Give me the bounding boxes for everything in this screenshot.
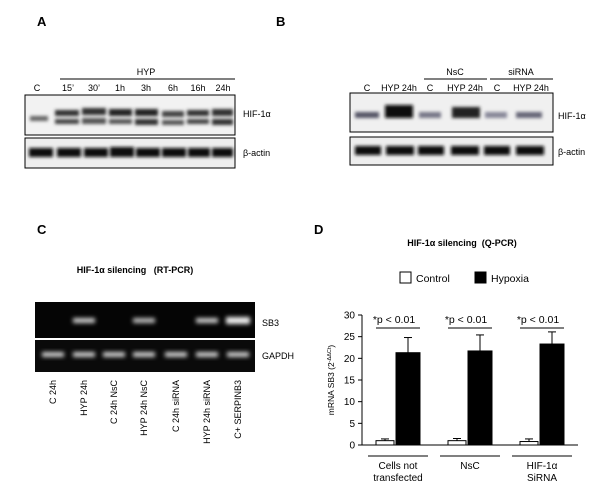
bar — [447, 440, 467, 446]
band-label: GAPDH — [262, 351, 294, 361]
lane-label: C — [34, 83, 41, 93]
bar — [375, 440, 395, 446]
lane-label: 6h — [168, 83, 178, 93]
lane-labels: C 24h HYP 24h C 24h NsC HYP 24h NsC C 24h si… — [48, 379, 243, 443]
panel-label: D — [314, 222, 323, 237]
lane-label: C 24h NsC — [109, 379, 119, 424]
legend-label: Hypoxia — [491, 273, 529, 285]
lane-label: C 24h — [48, 380, 58, 404]
bands — [29, 147, 233, 157]
lane-label: C+ SERPINB3 — [233, 380, 243, 439]
band-label: β-actin — [558, 147, 585, 157]
x-tick-label: SiRNA — [527, 473, 557, 484]
band-label: β-actin — [243, 148, 270, 158]
legend-swatch — [474, 271, 487, 284]
y-tick-label: 25 — [344, 332, 356, 343]
lane-label: C — [364, 83, 371, 93]
lane-label: HYP 24h — [381, 83, 417, 93]
x-tick-label: HIF-1α — [527, 461, 558, 472]
bar — [395, 352, 421, 446]
lane-label: 30’ — [88, 83, 100, 93]
x-tick-label: transfected — [373, 473, 422, 484]
bar — [539, 343, 565, 446]
legend-label: Control — [416, 273, 450, 285]
bands — [30, 108, 233, 125]
lane-label: C — [494, 83, 501, 93]
x-tick-label: NsC — [460, 461, 479, 472]
band-label: HIF-1α — [558, 111, 586, 121]
lane-label: C 24h siRNA — [171, 380, 181, 432]
lane-label: 16h — [190, 83, 205, 93]
panel-label: B — [276, 14, 285, 29]
bands — [355, 146, 544, 155]
lane-label: 3h — [141, 83, 151, 93]
lane-label: 1h — [115, 83, 125, 93]
lane-label: HYP 24h siRNA — [202, 380, 212, 444]
lane-label: 24h — [215, 83, 230, 93]
group-label: siRNA — [508, 67, 534, 77]
bands — [355, 105, 542, 118]
lane-label: 15’ — [62, 83, 74, 93]
y-tick-label: 5 — [349, 419, 355, 430]
x-tick-label: Cells not — [379, 461, 418, 472]
annotation: *p < 0.01 — [373, 314, 415, 326]
y-tick-label: 15 — [344, 376, 356, 387]
panel-label: C — [37, 222, 47, 237]
lane-label: C — [427, 83, 434, 93]
bar-chart: 0 5 10 15 20 25 30 Control Hypoxia Cells nottrans… — [344, 271, 578, 484]
lane-labels: C 15’ 30’ 1h 3h 6h 16h 24h — [34, 83, 231, 93]
bar — [519, 441, 539, 446]
group-label: HYP — [137, 67, 156, 77]
annotation: *p < 0.01 — [445, 314, 487, 326]
bar — [467, 350, 493, 446]
band-label: SB3 — [262, 318, 279, 328]
panel-label: A — [37, 14, 47, 29]
chart-title: HIF-1α silencing (Q-PCR) — [407, 238, 517, 248]
y-tick-label: 30 — [344, 311, 356, 322]
lane-label: HYP 24h NsC — [139, 380, 149, 436]
y-tick-label: 10 — [344, 397, 356, 408]
lane-labels: C HYP 24h C HYP 24h C HYP 24h — [364, 83, 549, 93]
lane-label: HYP 24h — [447, 83, 483, 93]
annotation: *p < 0.01 — [517, 314, 559, 326]
bands — [42, 352, 249, 357]
y-axis-label: mRNA SB3 (2-ΔΔCt) — [326, 345, 336, 416]
lane-label: HYP 24h — [79, 380, 89, 416]
panel-title: HIF-1α silencing (RT-PCR) — [77, 265, 194, 275]
y-tick-label: 20 — [344, 354, 356, 365]
bands — [73, 317, 250, 324]
y-tick-label: 0 — [349, 441, 355, 452]
lane-label: HYP 24h — [513, 83, 549, 93]
group-label: NsC — [446, 67, 464, 77]
band-label: HIF-1α — [243, 109, 271, 119]
legend-swatch — [399, 271, 412, 284]
